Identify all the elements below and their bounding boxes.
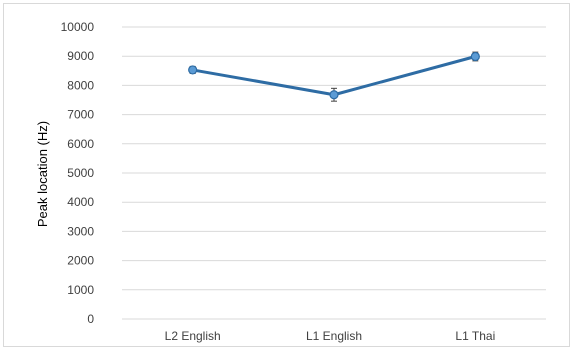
data-point: [329, 90, 339, 100]
x-tick-label: L1 Thai: [455, 329, 495, 343]
series-layer: [188, 51, 480, 102]
y-tick-labels: 0 1000 2000 3000 4000 5000 6000 7000 8000 9000 100…: [61, 20, 95, 326]
y-tick-label: 0: [87, 312, 94, 326]
y-tick-label: 5000: [67, 166, 94, 180]
x-tick-label: L2 English: [165, 329, 221, 343]
data-point: [188, 65, 198, 75]
x-tick-labels: L2 English L1 English L1 Thai: [165, 329, 496, 343]
x-tick-label: L1 English: [306, 329, 362, 343]
y-axis-title: Peak location (Hz): [35, 121, 50, 227]
gridlines: [122, 26, 546, 320]
y-tick-label: 2000: [67, 254, 94, 268]
y-tick-label: 9000: [67, 49, 94, 63]
y-tick-label: 6000: [67, 137, 94, 151]
y-tick-label: 8000: [67, 78, 94, 92]
y-tick-label: 10000: [61, 20, 95, 34]
y-tick-label: 1000: [67, 283, 94, 297]
y-tick-label: 4000: [67, 195, 94, 209]
y-tick-label: 3000: [67, 224, 94, 238]
y-tick-label: 7000: [67, 108, 94, 122]
data-point: [470, 51, 480, 62]
